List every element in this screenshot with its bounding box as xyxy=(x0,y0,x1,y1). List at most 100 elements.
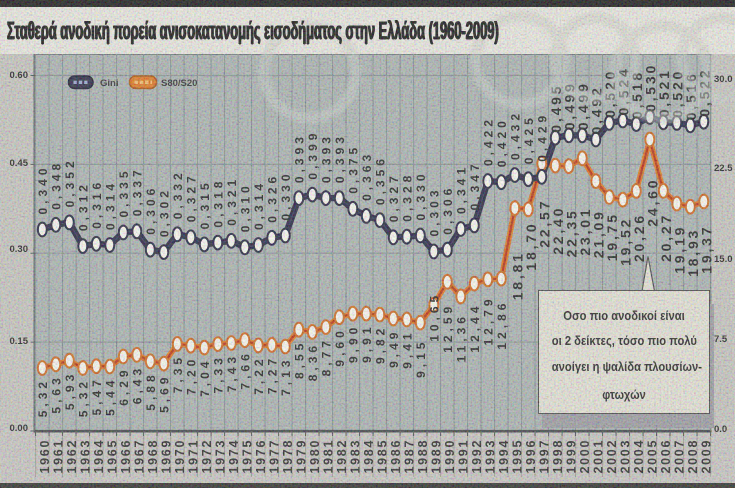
svg-text:1986: 1986 xyxy=(389,439,403,474)
svg-text:0,347: 0,347 xyxy=(468,160,482,210)
svg-text:5,32: 5,32 xyxy=(77,378,91,417)
svg-text:0,352: 0,352 xyxy=(63,157,77,207)
svg-text:1982: 1982 xyxy=(335,439,349,474)
svg-text:1972: 1972 xyxy=(200,439,214,474)
svg-text:1969: 1969 xyxy=(160,439,174,474)
svg-text:7,33: 7,33 xyxy=(212,354,226,393)
svg-text:5,63: 5,63 xyxy=(50,374,64,413)
svg-text:10,65: 10,65 xyxy=(428,292,442,342)
svg-text:0,326: 0,326 xyxy=(266,173,280,223)
svg-text:1983: 1983 xyxy=(349,439,363,474)
svg-text:1973: 1973 xyxy=(214,439,228,474)
svg-text:0,316: 0,316 xyxy=(90,179,104,229)
svg-text:0,332: 0,332 xyxy=(171,169,185,219)
svg-text:1965: 1965 xyxy=(106,439,120,474)
svg-text:8,36: 8,36 xyxy=(306,342,320,381)
svg-text:1980: 1980 xyxy=(308,439,322,474)
svg-text:Gini: Gini xyxy=(100,78,118,89)
svg-text:1989: 1989 xyxy=(430,439,444,474)
svg-text:0,348: 0,348 xyxy=(50,160,64,210)
svg-text:1976: 1976 xyxy=(254,439,268,474)
svg-text:2002: 2002 xyxy=(605,439,619,474)
svg-text:0,327: 0,327 xyxy=(387,172,401,222)
svg-text:19,37: 19,37 xyxy=(698,225,714,274)
svg-text:0,330: 0,330 xyxy=(279,170,293,220)
svg-text:9,60: 9,60 xyxy=(333,327,347,366)
svg-text:0,310: 0,310 xyxy=(239,182,253,232)
svg-text:11,36: 11,36 xyxy=(455,313,469,362)
svg-text:0,399: 0,399 xyxy=(306,130,320,180)
svg-text:2006: 2006 xyxy=(659,439,673,474)
svg-text:0,375: 0,375 xyxy=(347,144,361,194)
svg-text:5,44: 5,44 xyxy=(104,377,118,416)
svg-text:12,59: 12,59 xyxy=(441,303,455,353)
svg-text:12,44: 12,44 xyxy=(468,303,482,353)
svg-text:5,69: 5,69 xyxy=(158,374,172,413)
svg-text:7,13: 7,13 xyxy=(279,357,293,396)
svg-text:0,306: 0,306 xyxy=(441,185,455,235)
svg-text:9,90: 9,90 xyxy=(347,324,361,363)
svg-text:0,340: 0,340 xyxy=(36,164,50,214)
svg-text:1994: 1994 xyxy=(497,439,511,474)
svg-text:2005: 2005 xyxy=(646,439,660,474)
svg-text:0,318: 0,318 xyxy=(212,178,226,228)
svg-text:1968: 1968 xyxy=(146,439,160,474)
svg-text:0,341: 0,341 xyxy=(455,164,469,214)
svg-text:1974: 1974 xyxy=(227,439,241,474)
svg-text:7,66: 7,66 xyxy=(239,350,253,389)
svg-text:1988: 1988 xyxy=(416,439,430,474)
svg-text:0,314: 0,314 xyxy=(252,180,266,230)
svg-text:9,41: 9,41 xyxy=(401,329,415,368)
svg-text:2007: 2007 xyxy=(673,439,687,474)
svg-text:0,356: 0,356 xyxy=(374,155,388,205)
svg-text:8,77: 8,77 xyxy=(320,337,334,376)
svg-text:0,303: 0,303 xyxy=(428,186,442,236)
svg-text:0,393: 0,393 xyxy=(293,133,307,183)
svg-text:1981: 1981 xyxy=(322,439,336,474)
svg-text:9,15: 9,15 xyxy=(414,339,428,378)
svg-text:0,425: 0,425 xyxy=(522,114,536,164)
svg-text:9,91: 9,91 xyxy=(360,324,374,363)
svg-text:7,43: 7,43 xyxy=(225,353,239,392)
svg-text:9,49: 9,49 xyxy=(387,329,401,368)
svg-text:0,363: 0,363 xyxy=(360,151,374,201)
svg-text:2000: 2000 xyxy=(578,439,592,474)
svg-text:1991: 1991 xyxy=(457,439,471,474)
svg-text:1993: 1993 xyxy=(484,439,498,474)
svg-text:0,393: 0,393 xyxy=(320,133,334,183)
svg-text:1971: 1971 xyxy=(187,439,201,474)
svg-text:1996: 1996 xyxy=(524,439,538,474)
svg-text:0,306: 0,306 xyxy=(144,185,158,235)
svg-text:6,43: 6,43 xyxy=(131,365,145,404)
svg-text:1961: 1961 xyxy=(52,439,66,474)
svg-text:1975: 1975 xyxy=(241,439,255,474)
svg-text:2001: 2001 xyxy=(592,439,606,474)
svg-text:0,393: 0,393 xyxy=(333,133,347,183)
svg-text:1995: 1995 xyxy=(511,439,525,474)
svg-text:2008: 2008 xyxy=(686,439,700,474)
svg-text:1978: 1978 xyxy=(281,439,295,474)
svg-text:0,422: 0,422 xyxy=(482,116,496,166)
svg-text:2003: 2003 xyxy=(619,439,633,474)
svg-text:1960: 1960 xyxy=(38,439,52,474)
svg-text:1966: 1966 xyxy=(119,439,133,474)
svg-text:1979: 1979 xyxy=(295,439,309,474)
svg-text:1962: 1962 xyxy=(65,439,79,474)
svg-text:1964: 1964 xyxy=(92,439,106,474)
svg-text:0,328: 0,328 xyxy=(401,172,415,222)
svg-text:1970: 1970 xyxy=(173,439,187,474)
svg-text:12,86: 12,86 xyxy=(495,300,509,350)
svg-text:0,312: 0,312 xyxy=(77,181,91,231)
svg-text:1984: 1984 xyxy=(362,439,376,474)
svg-text:9,82: 9,82 xyxy=(374,325,388,364)
svg-text:7,04: 7,04 xyxy=(198,358,212,397)
svg-text:5,93: 5,93 xyxy=(63,371,77,410)
svg-text:5,47: 5,47 xyxy=(90,376,104,415)
svg-text:0,315: 0,315 xyxy=(198,179,212,229)
svg-text:2004: 2004 xyxy=(632,439,646,474)
svg-text:1990: 1990 xyxy=(443,439,457,474)
svg-text:0,432: 0,432 xyxy=(509,110,523,160)
svg-text:5,88: 5,88 xyxy=(144,371,158,410)
svg-text:1999: 1999 xyxy=(565,439,579,474)
svg-text:1987: 1987 xyxy=(403,439,417,474)
